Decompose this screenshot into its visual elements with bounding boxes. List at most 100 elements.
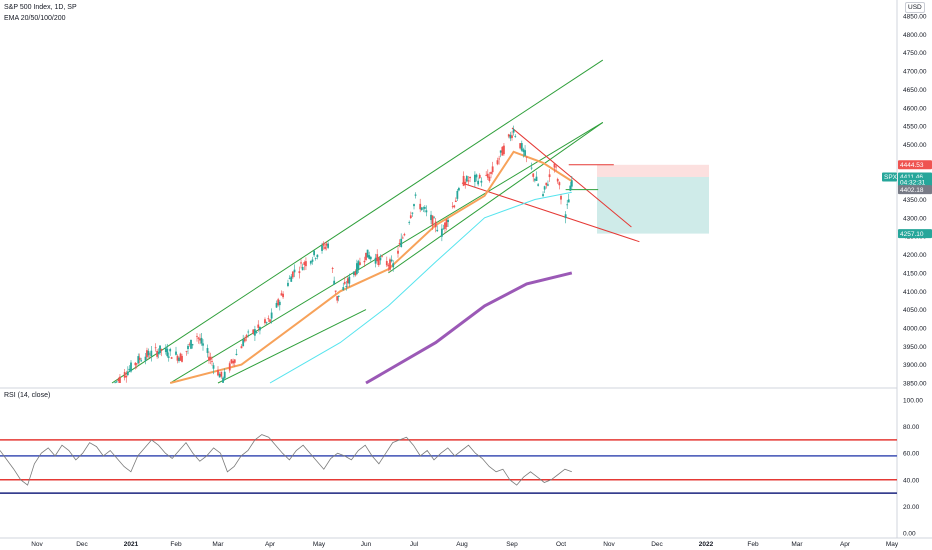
candle-body [488, 176, 491, 181]
candle-body [411, 212, 414, 214]
candle-body [363, 260, 366, 263]
symbol-legend: S&P 500 Index, 1D, SP [4, 4, 77, 11]
candle-body [208, 356, 210, 361]
candle-body [365, 252, 367, 260]
candle-body [188, 343, 191, 345]
candle-body [490, 172, 492, 174]
indicator-legend: EMA 20/50/100/200 [4, 15, 66, 22]
candle-body [202, 343, 204, 346]
candle-body [474, 174, 476, 183]
candle-body [242, 339, 245, 347]
price-tick-label: 4750.00 [903, 50, 927, 57]
candle-body [400, 238, 403, 247]
candle-body [267, 318, 270, 320]
candle-body [197, 337, 200, 339]
time-tick-label: 2022 [699, 541, 714, 548]
candle-body [503, 145, 505, 155]
candle-body [409, 215, 412, 219]
price-tick-label: 3950.00 [903, 344, 927, 351]
candle-body [480, 180, 483, 183]
candle-body [245, 335, 248, 338]
candle-body [464, 181, 467, 186]
candle-body [288, 277, 291, 279]
candle-body [278, 301, 281, 306]
candle-body [333, 280, 336, 285]
price-tag-label: 4411.46 [900, 174, 923, 181]
candle-body [390, 259, 393, 262]
price-tick-label: 4550.00 [903, 124, 927, 131]
rsi-tick-label: 20.00 [903, 504, 920, 511]
candle-body [117, 378, 120, 381]
candle-body [564, 214, 567, 219]
time-tick-label: Sep [506, 541, 518, 548]
candle-body [403, 234, 406, 236]
candle-body [191, 344, 194, 346]
candle-body [433, 217, 436, 219]
candle-body [425, 210, 428, 213]
candle-body [530, 167, 533, 169]
candle-body [389, 259, 391, 270]
candle-body [462, 175, 465, 186]
candle-body [233, 359, 236, 363]
candle-body [157, 352, 160, 355]
candle-body [255, 332, 258, 333]
candle-body [477, 180, 480, 185]
candle-body [436, 229, 439, 232]
candle-body [170, 357, 173, 359]
candle-body [413, 204, 415, 207]
channel-line [111, 59, 604, 384]
time-tick-label: Jun [361, 541, 372, 548]
candle-body [301, 266, 304, 271]
currency-badge[interactable]: USD [905, 2, 925, 13]
candle-body [218, 373, 221, 378]
channel-line [388, 122, 604, 274]
candle-body [135, 363, 138, 365]
candle-body [520, 143, 523, 151]
price-tag-label: 4402.18 [900, 187, 924, 194]
candle-body [185, 350, 188, 352]
time-tick-label: 2021 [124, 541, 139, 548]
candle-body [140, 360, 143, 362]
candle-body [175, 351, 177, 355]
candle-body [420, 207, 423, 211]
candle-body [181, 355, 183, 362]
candle-body [311, 259, 314, 262]
candle-body [533, 179, 536, 181]
candle-body [252, 329, 255, 334]
rsi-line [0, 434, 572, 486]
candle-body [368, 255, 371, 259]
candle-body [454, 200, 457, 203]
candle-body [316, 254, 319, 258]
candle-body [144, 356, 147, 361]
candle-body [166, 348, 169, 357]
candle-body [548, 174, 551, 178]
candle-body [123, 372, 126, 378]
candle-body [535, 176, 538, 182]
price-tick-label: 4500.00 [903, 142, 927, 149]
candle-body [379, 257, 382, 261]
candle-body [440, 228, 443, 237]
reward-zone [597, 176, 709, 234]
candle-body [269, 319, 271, 322]
time-tick-label: Feb [170, 541, 182, 548]
candle-body [486, 173, 489, 178]
price-tick-label: 4200.00 [903, 252, 927, 259]
candle-body [156, 350, 159, 357]
candle-body [430, 214, 432, 221]
candle-body [277, 299, 280, 306]
candle-body [211, 361, 213, 362]
candle-body [154, 347, 157, 349]
candle-body [444, 222, 446, 229]
candle-body [348, 276, 351, 284]
candle-body [257, 324, 260, 328]
price-tick-label: 4050.00 [903, 307, 927, 314]
candle-body [138, 357, 141, 360]
candle-body [130, 362, 132, 372]
candle-body [387, 264, 390, 267]
candle-body [254, 329, 256, 336]
time-tick-label: Nov [603, 541, 615, 548]
price-tick-label: 4150.00 [903, 270, 927, 277]
candle-body [419, 203, 422, 210]
time-tick-label: Jul [410, 541, 419, 548]
